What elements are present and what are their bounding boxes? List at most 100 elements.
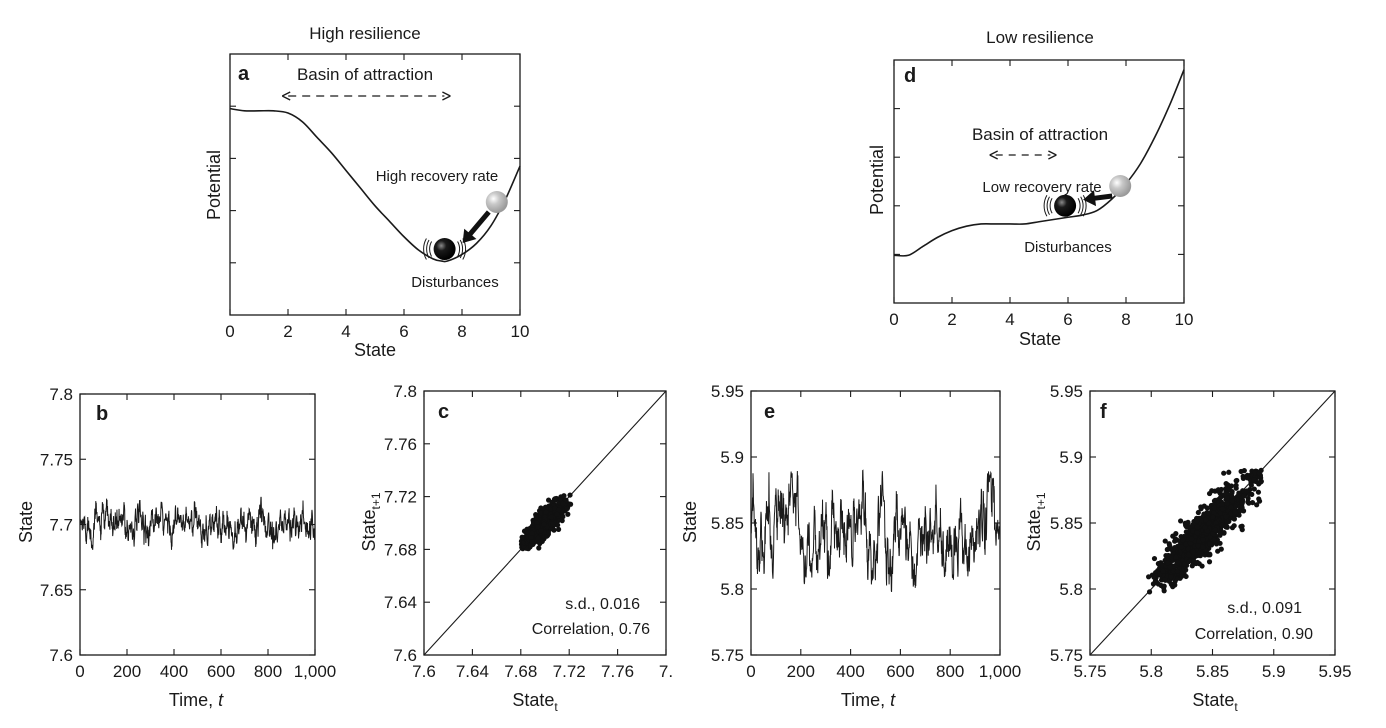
panel-d-xtick-label: 10 xyxy=(1175,310,1194,329)
panel-f-point xyxy=(1195,542,1201,549)
panel-a-vibration-mark xyxy=(423,238,427,260)
panel-f-point xyxy=(1221,470,1227,476)
panel-d-xlabel: State xyxy=(1019,329,1061,349)
panel-f-ytick-label: 5.85 xyxy=(1050,514,1083,533)
panel-d-grey-ball-icon xyxy=(1109,175,1132,197)
panel-f-point xyxy=(1244,488,1250,494)
time-axis-italic-t: t xyxy=(890,690,896,710)
panel-f-point xyxy=(1201,511,1207,517)
panel-e-xtick-label: 200 xyxy=(787,662,815,681)
panel-f-point xyxy=(1220,506,1226,512)
panel-f-point xyxy=(1239,500,1245,506)
panel-f-point xyxy=(1249,491,1255,497)
panel-a-xtick-label: 2 xyxy=(283,322,292,341)
panel-f-point xyxy=(1204,528,1210,534)
panel-f-point xyxy=(1239,504,1245,511)
panel-a-balls xyxy=(281,91,508,261)
panel-c-frame xyxy=(423,390,667,656)
panel-f-point xyxy=(1248,482,1254,488)
panel-f-point xyxy=(1185,545,1191,552)
panel-c-point xyxy=(554,511,560,517)
panel-f-point xyxy=(1249,499,1256,506)
panel-c-point xyxy=(538,527,544,534)
panel-f: f 5.75 5.8 5.85 5.9 5.95 5.75 5.8 5.85 5.9 5.95 s… xyxy=(1024,382,1352,714)
panel-e-ticks: 0 200 400 600 800 1,000 5.75 5.8 5.85 5.9 5.95 xyxy=(711,382,1021,681)
panel-c-point xyxy=(536,545,542,551)
panel-c-point xyxy=(552,496,558,502)
panel-d-vibration-mark xyxy=(1082,194,1087,217)
panel-f-point xyxy=(1183,529,1189,535)
panel-c-point xyxy=(565,511,571,517)
panel-d-recovery-arrow xyxy=(1091,193,1113,202)
panel-c-point xyxy=(548,514,555,520)
panel-b-ytick-label: 7.7 xyxy=(49,516,73,535)
panel-c-ylabel: Statet+1 xyxy=(359,492,383,551)
panel-f-point xyxy=(1196,561,1202,567)
panel-f-point xyxy=(1150,581,1157,587)
panel-c-xtick-label: 7.76 xyxy=(601,662,634,681)
panel-b-xtick-label: 1,000 xyxy=(294,662,337,681)
panel-e-xtick-label: 600 xyxy=(886,662,914,681)
panel-f-ytick-label: 5.8 xyxy=(1059,580,1083,599)
panel-f-ylabel: Statet+1 xyxy=(1024,492,1048,551)
panel-f-point xyxy=(1194,530,1200,536)
panel-f-point xyxy=(1164,560,1171,566)
panel-c-point xyxy=(561,493,567,499)
panel-d-ylabel: Potential xyxy=(867,145,887,215)
panel-c-point xyxy=(529,530,535,536)
panel-f-point xyxy=(1183,541,1189,547)
panel-d-xtick-label: 6 xyxy=(1063,310,1072,329)
panel-b-xtick-label: 400 xyxy=(160,662,188,681)
panel-a-vibration-mark xyxy=(457,241,461,257)
panel-d-xtick-label: 2 xyxy=(947,310,956,329)
panel-b-ytick-label: 7.75 xyxy=(40,450,73,469)
panel-f-point xyxy=(1229,494,1235,500)
panel-f-point xyxy=(1204,505,1210,511)
panel-b-series-line xyxy=(79,496,316,550)
panel-f-xtick-label: 5.9 xyxy=(1262,662,1286,681)
panel-f-point xyxy=(1211,498,1218,504)
panel-d: Low resilience d Basin of attraction 0 2 4… xyxy=(867,28,1193,349)
panel-b-ylabel: State xyxy=(16,501,36,543)
panel-f-point xyxy=(1161,583,1167,589)
panel-f-point xyxy=(1172,536,1179,542)
panel-a-xlabel: State xyxy=(354,340,396,360)
panel-f-point xyxy=(1233,482,1239,488)
panel-d-basin-arrowhead-right xyxy=(1048,150,1057,160)
panel-e-ytick-label: 5.75 xyxy=(711,646,744,665)
panel-f-point xyxy=(1223,523,1230,529)
panel-f-point xyxy=(1217,530,1223,536)
panel-f-point xyxy=(1209,514,1216,520)
panel-d-xtick-label: 8 xyxy=(1121,310,1130,329)
panel-f-point xyxy=(1151,555,1158,562)
panel-f-point xyxy=(1254,502,1260,508)
panel-f-ylabel-sub: t+1 xyxy=(1034,492,1048,509)
panel-f-point xyxy=(1245,495,1251,502)
panel-f-point xyxy=(1183,523,1189,530)
panel-f-point xyxy=(1185,519,1191,525)
panel-f-point xyxy=(1172,545,1178,551)
panel-f-point xyxy=(1212,527,1218,533)
panel-f-point xyxy=(1170,568,1177,574)
panel-a-xtick-label: 0 xyxy=(225,322,234,341)
panel-a-ylabel: Potential xyxy=(204,150,224,220)
panel-f-point xyxy=(1226,469,1232,475)
panel-c-xlabel-sub: t xyxy=(554,700,558,714)
panel-f-point xyxy=(1167,564,1174,570)
panel-f-point xyxy=(1188,536,1195,542)
panel-e-ytick-label: 5.95 xyxy=(711,382,744,401)
panel-f-point xyxy=(1238,468,1244,475)
panel-f-points xyxy=(1146,467,1264,595)
panel-c-point xyxy=(533,514,539,520)
panel-f-point xyxy=(1146,589,1153,595)
panel-f-corr-text: Correlation, 0.90 xyxy=(1195,626,1313,643)
panel-e-letter: e xyxy=(764,401,775,423)
panel-c-point xyxy=(567,501,574,507)
panel-d-recovery-label: Low recovery rate xyxy=(982,179,1101,196)
panel-c-point xyxy=(550,521,556,527)
panel-f-point xyxy=(1200,544,1206,550)
panel-f-point xyxy=(1223,514,1229,520)
panel-d-disturbance-label: Disturbances xyxy=(1024,239,1112,256)
panel-c-ytick-label: 7.6 xyxy=(393,646,417,665)
panel-f-point xyxy=(1252,470,1258,476)
